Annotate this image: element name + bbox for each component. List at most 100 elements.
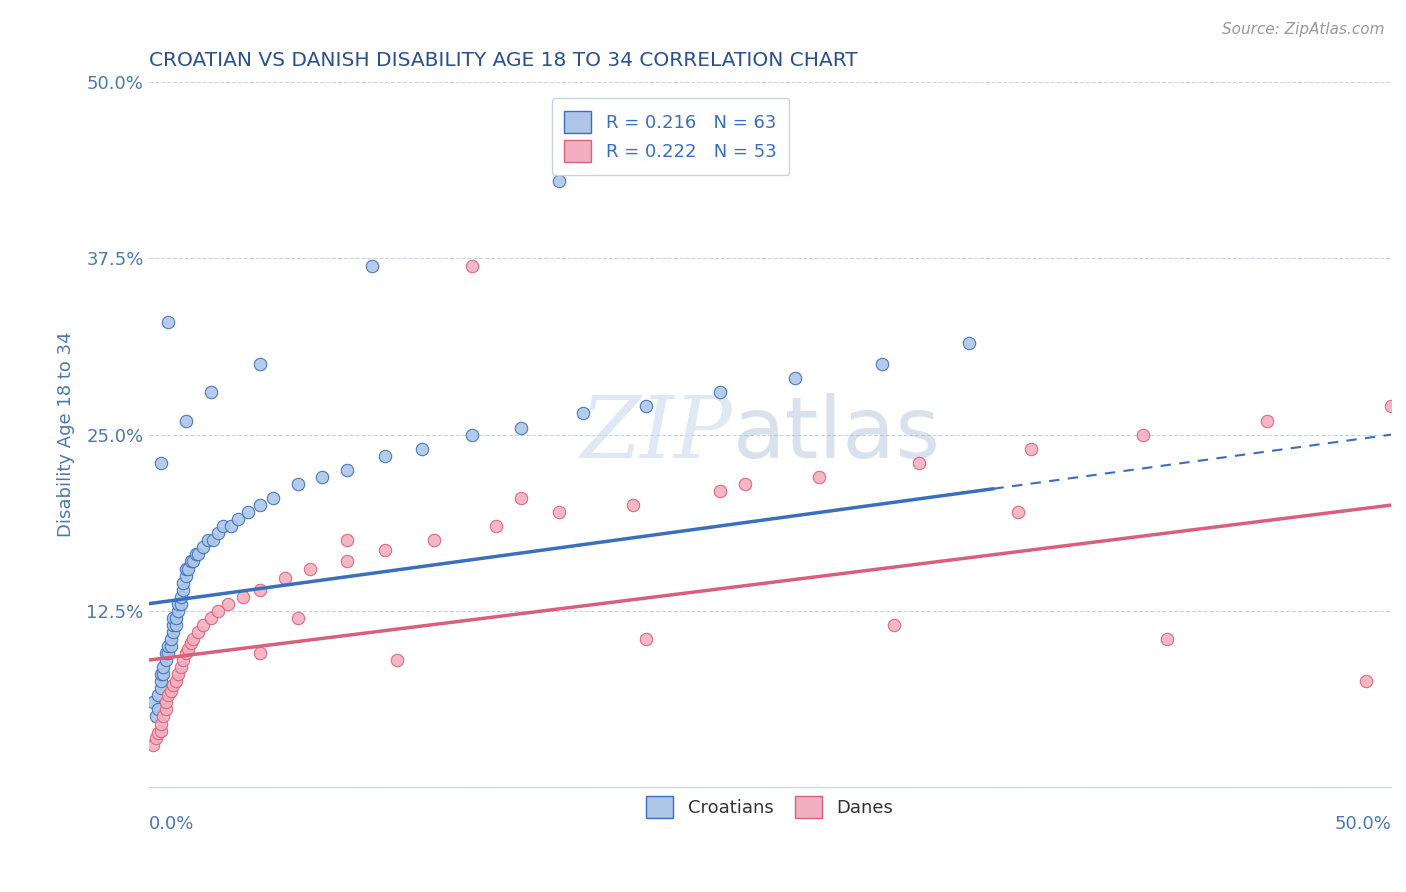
Point <box>162 611 184 625</box>
Text: ZIP: ZIP <box>581 393 733 476</box>
Point <box>236 505 259 519</box>
Point <box>148 689 170 703</box>
Point <box>1156 632 1178 646</box>
Point <box>249 582 271 597</box>
Point <box>177 561 200 575</box>
Point <box>181 632 204 646</box>
Point <box>155 653 177 667</box>
Point <box>207 526 229 541</box>
Point <box>172 582 194 597</box>
Point <box>547 174 569 188</box>
Point <box>145 731 167 745</box>
Point <box>170 597 193 611</box>
Point <box>634 632 657 646</box>
Point <box>152 667 174 681</box>
Point <box>336 554 359 568</box>
Point <box>510 491 533 505</box>
Point <box>157 639 180 653</box>
Point <box>172 653 194 667</box>
Point <box>155 695 177 709</box>
Point <box>385 653 408 667</box>
Point <box>249 357 271 371</box>
Point <box>287 477 309 491</box>
Point <box>287 611 309 625</box>
Point <box>460 427 482 442</box>
Point <box>460 259 482 273</box>
Point <box>572 407 595 421</box>
Point <box>299 561 322 575</box>
Point <box>212 519 235 533</box>
Point <box>145 709 167 723</box>
Point <box>510 420 533 434</box>
Point <box>149 681 172 696</box>
Point <box>149 716 172 731</box>
Point <box>187 624 209 639</box>
Point <box>167 604 190 618</box>
Point <box>180 554 202 568</box>
Point <box>274 571 297 585</box>
Point <box>149 456 172 470</box>
Text: atlas: atlas <box>733 393 941 476</box>
Point <box>180 636 202 650</box>
Point <box>808 470 831 484</box>
Point <box>155 646 177 660</box>
Point <box>226 512 249 526</box>
Text: 0.0%: 0.0% <box>149 815 194 833</box>
Point <box>152 709 174 723</box>
Point <box>149 674 172 689</box>
Point <box>184 548 207 562</box>
Point <box>165 611 187 625</box>
Point <box>200 611 222 625</box>
Point <box>148 726 170 740</box>
Point <box>167 597 190 611</box>
Point <box>249 498 271 512</box>
Point <box>709 483 731 498</box>
Point <box>621 498 644 512</box>
Point <box>187 548 209 562</box>
Point <box>423 533 446 548</box>
Text: CROATIAN VS DANISH DISABILITY AGE 18 TO 34 CORRELATION CHART: CROATIAN VS DANISH DISABILITY AGE 18 TO … <box>149 51 858 70</box>
Text: Source: ZipAtlas.com: Source: ZipAtlas.com <box>1222 22 1385 37</box>
Point <box>219 519 242 533</box>
Point <box>957 336 980 351</box>
Point <box>634 400 657 414</box>
Point <box>181 554 204 568</box>
Point <box>485 519 508 533</box>
Point <box>262 491 284 505</box>
Point <box>217 597 239 611</box>
Point <box>374 543 396 558</box>
Point <box>174 413 197 427</box>
Point <box>157 646 180 660</box>
Point <box>197 533 219 548</box>
Point <box>200 385 222 400</box>
Point <box>336 533 359 548</box>
Point <box>1355 674 1378 689</box>
Point <box>157 315 180 329</box>
Point <box>165 674 187 689</box>
Point <box>202 533 225 548</box>
Point <box>170 660 193 674</box>
Point <box>142 738 165 752</box>
Point <box>870 357 893 371</box>
Point <box>249 646 271 660</box>
Point <box>547 505 569 519</box>
Point <box>908 456 931 470</box>
Point <box>149 667 172 681</box>
Point <box>193 618 215 632</box>
Y-axis label: Disability Age 18 to 34: Disability Age 18 to 34 <box>58 332 75 538</box>
Point <box>155 702 177 716</box>
Point <box>157 689 180 703</box>
Point <box>170 590 193 604</box>
Point <box>148 702 170 716</box>
Point <box>207 604 229 618</box>
Point <box>149 723 172 738</box>
Point <box>162 678 184 692</box>
Point <box>174 561 197 575</box>
Point <box>361 259 384 273</box>
Point <box>709 385 731 400</box>
Point <box>311 470 333 484</box>
Point <box>883 618 905 632</box>
Point <box>1256 413 1278 427</box>
Point <box>162 618 184 632</box>
Point <box>160 639 183 653</box>
